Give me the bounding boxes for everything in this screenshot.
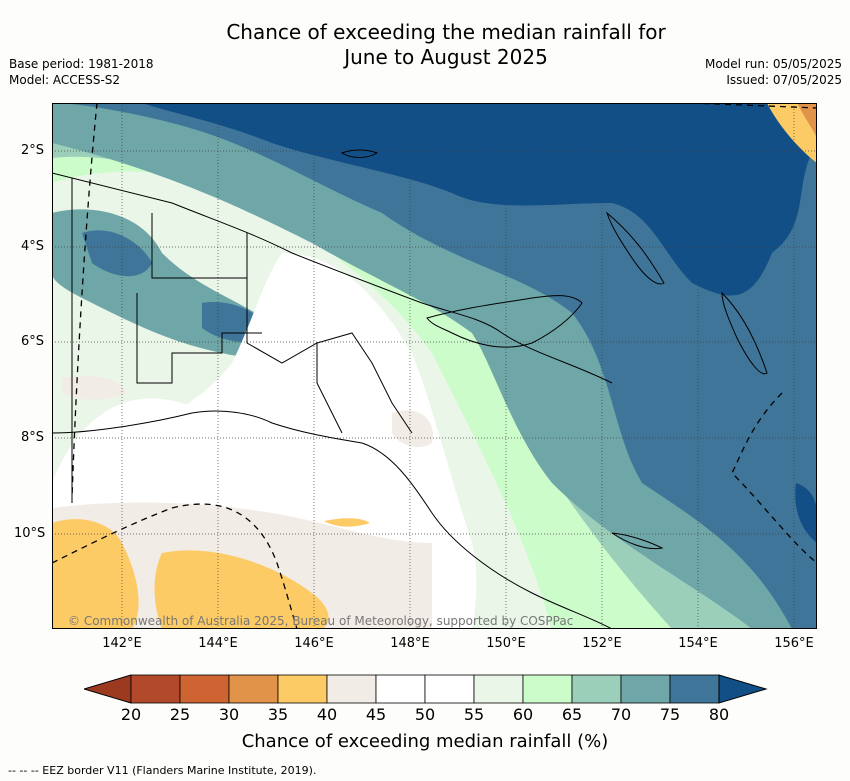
colorbar-tick: 25 (169, 705, 191, 724)
colorbar-tick: 45 (365, 705, 387, 724)
meta-left: Base period: 1981-2018 Model: ACCESS-S2 (9, 56, 154, 88)
colorbar-swatch (620, 674, 671, 704)
colorbar-swatch (669, 674, 720, 704)
colorbar-swatch (130, 674, 181, 704)
colorbar (84, 674, 768, 704)
rainfall-map (52, 103, 817, 629)
colorbar-tick: 55 (463, 705, 485, 724)
province-borders (71, 178, 413, 503)
field-over-80-east (795, 483, 817, 543)
model-run: Model run: 05/05/2025 (704, 57, 842, 71)
lat-label: 2°S (20, 143, 44, 158)
bougainville (721, 291, 768, 375)
lat-label: 8°S (20, 430, 44, 445)
lon-label: 150°E (486, 636, 526, 651)
field-35-40-south (52, 519, 139, 629)
new-guinea-south-coast (52, 410, 613, 629)
field-75-80 (52, 103, 817, 629)
colorbar-label: Chance of exceeding median rainfall (%) (241, 731, 609, 752)
colorbar-swatch (326, 674, 377, 704)
field-35-40-southcentral (154, 550, 329, 629)
colorbar-tick: 70 (610, 705, 632, 724)
new-guinea-north-coast (52, 172, 613, 384)
title-line-2: June to August 2025 (344, 45, 548, 69)
colorbar-swatch (522, 674, 573, 704)
colorbar-tick: 75 (659, 705, 681, 724)
meta-right: Model run: 05/05/2025 Issued: 07/05/2025 (705, 56, 842, 88)
colorbar-tick: 30 (218, 705, 240, 724)
lat-label: 10°S (14, 526, 46, 541)
colorbar-swatch (228, 674, 279, 704)
field-40-45-west (62, 376, 127, 400)
field-75-80-west (82, 230, 152, 277)
coastlines (52, 149, 768, 629)
map-title: Chance of exceeding the median rainfall … (0, 20, 850, 70)
colorbar-extend-low (84, 674, 132, 704)
eez-legend: -- -- -- EEZ border V11 (Flanders Marine… (8, 764, 317, 777)
colorbar-tick: 40 (316, 705, 338, 724)
colorbar-tick: 60 (512, 705, 534, 724)
model-name: Model: ACCESS-S2 (9, 73, 121, 87)
colorbar-tick: 20 (120, 705, 142, 724)
colorbar-swatch (375, 674, 426, 704)
field-35-ne-inner (797, 103, 817, 138)
field-30-35-ne (767, 103, 817, 163)
colorbar-tick: 35 (267, 705, 289, 724)
title-line-1: Chance of exceeding the median rainfall … (226, 20, 666, 44)
copyright-notice: © Commonwealth of Australia 2025, Bureau… (68, 614, 574, 628)
southern-coast-islands (611, 532, 664, 550)
lon-label: 146°E (294, 636, 334, 651)
lon-label: 154°E (678, 636, 718, 651)
map-frame (52, 103, 817, 629)
lon-label: 152°E (582, 636, 622, 651)
colorbar-swatch (179, 674, 230, 704)
colorbar-tick: 65 (561, 705, 583, 724)
colorbar-swatch (277, 674, 328, 704)
field-50-55-interior (112, 253, 477, 629)
colorbar-tick: 50 (414, 705, 436, 724)
base-period: Base period: 1981-2018 (9, 57, 154, 71)
new-ireland (605, 211, 665, 285)
lon-label: 148°E (390, 636, 430, 651)
eez-borders (52, 103, 817, 629)
field-35-40-patch (324, 518, 370, 527)
colorbar-swatch (473, 674, 524, 704)
colorbar-extend-high (718, 674, 768, 704)
colorbar-swatch (571, 674, 622, 704)
new-britain (426, 295, 583, 348)
issued-date: Issued: 07/05/2025 (726, 73, 842, 87)
colorbar-tick: 80 (708, 705, 730, 724)
field-40-45-central (392, 410, 433, 448)
colorbar-swatch (424, 674, 475, 704)
lon-label: 142°E (102, 636, 142, 651)
lon-label: 156°E (774, 636, 814, 651)
manus-island (340, 149, 379, 158)
lat-label: 4°S (20, 239, 44, 254)
lat-label: 6°S (20, 334, 44, 349)
lon-label: 144°E (198, 636, 238, 651)
